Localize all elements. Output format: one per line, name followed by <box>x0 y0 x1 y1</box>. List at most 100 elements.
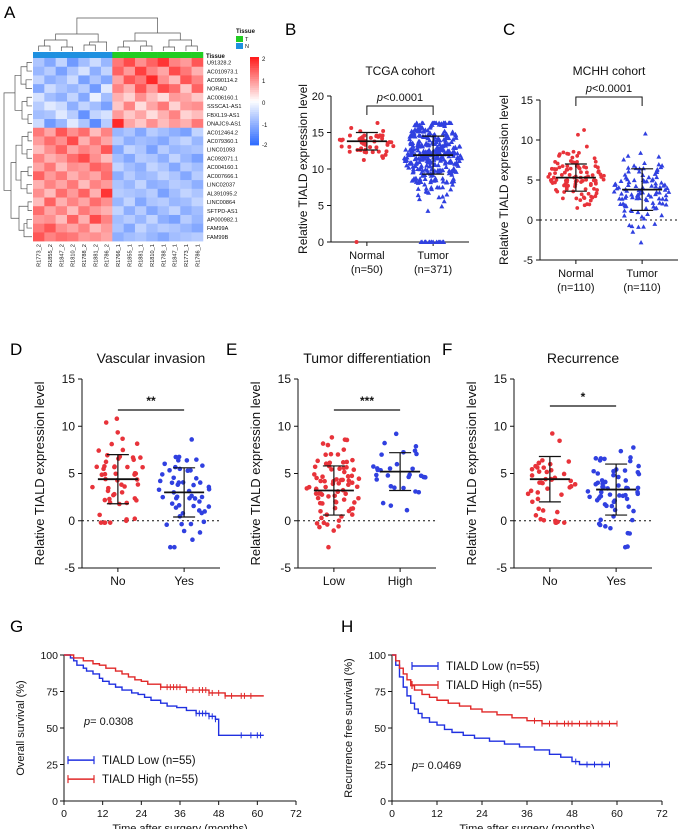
data-point <box>442 120 448 126</box>
heatmap-row-label: SSSCA1-AS1 <box>207 104 242 110</box>
heatmap-cell <box>89 101 102 111</box>
heatmap-cell <box>168 153 181 163</box>
data-point <box>570 155 575 160</box>
data-point <box>456 144 462 149</box>
data-point <box>593 181 598 186</box>
data-point <box>349 512 355 517</box>
heatmap-cell <box>146 162 158 172</box>
heatmap-cell <box>89 84 102 94</box>
data-point <box>436 185 442 190</box>
heatmap-cell <box>180 180 192 190</box>
data-point <box>626 222 632 228</box>
data-point <box>169 501 175 506</box>
x-tick-label: 48 <box>213 808 225 820</box>
y-tick-label: -5 <box>496 561 507 575</box>
data-point <box>176 454 182 460</box>
data-point <box>107 496 112 502</box>
data-point <box>329 467 334 472</box>
data-point <box>442 160 448 166</box>
data-point <box>423 149 429 154</box>
data-point <box>649 178 655 183</box>
heatmap-cell <box>66 119 79 129</box>
heatmap-cell <box>191 171 204 181</box>
color-scale-step <box>250 68 259 71</box>
heatmap-cell <box>146 75 158 85</box>
heatmap-cell <box>78 162 90 172</box>
heatmap-row-label: SFTPD-AS1 <box>207 209 238 215</box>
heatmap-cell <box>33 136 45 146</box>
data-point <box>587 494 592 500</box>
color-scale-step <box>250 87 259 91</box>
data-point <box>173 505 179 510</box>
survival-curve <box>64 654 264 697</box>
data-point <box>636 463 641 469</box>
scatter-panel-f: -5 0 5 10 15 Recurrence Relative TIALD express… <box>464 350 652 588</box>
data-point <box>452 145 458 151</box>
heatmap-cell <box>44 197 56 207</box>
heatmap-cell <box>123 84 136 94</box>
color-scale-step <box>250 127 259 130</box>
data-point <box>435 155 441 161</box>
data-point <box>197 530 203 535</box>
data-point <box>320 441 326 446</box>
data-point <box>627 458 633 464</box>
y-tick-label: 0 <box>68 514 75 528</box>
heatmap-row-label: AC012464.2 <box>207 130 238 136</box>
data-point <box>440 194 446 199</box>
heatmap-cell <box>123 153 136 163</box>
tissue-annotation-cell <box>146 52 158 58</box>
data-point <box>340 460 346 465</box>
data-point <box>423 186 429 191</box>
heatmap-col-label: R1881_1 <box>139 244 145 267</box>
data-point <box>617 493 622 498</box>
x-tick-label: 24 <box>135 808 147 820</box>
data-point <box>191 482 196 488</box>
heatmap-cell <box>191 214 204 224</box>
data-point <box>611 472 616 478</box>
heatmap-cell <box>168 84 181 94</box>
data-point <box>304 486 310 491</box>
heatmap-cell <box>191 58 204 68</box>
data-point <box>347 133 352 138</box>
heatmap-cell <box>33 92 45 102</box>
data-point <box>454 159 460 165</box>
x-tick-label: 36 <box>174 808 186 820</box>
heatmap-cell <box>33 171 45 181</box>
heatmap-cell <box>146 101 158 111</box>
data-point <box>623 492 628 498</box>
heatmap-cell <box>168 171 181 181</box>
data-point <box>611 468 616 474</box>
data-point <box>437 167 443 173</box>
tissue-annotation-cell <box>89 52 102 58</box>
data-point <box>444 179 450 185</box>
heatmap-cell <box>180 75 192 85</box>
color-scale-tick: -1 <box>262 123 268 129</box>
heatmap-cell <box>123 101 136 111</box>
heatmap-cell <box>89 58 102 68</box>
color-scale-step <box>250 59 259 62</box>
heatmap-cell <box>123 145 136 155</box>
data-point <box>415 186 421 191</box>
heatmap-cell <box>146 66 158 76</box>
data-point <box>336 518 342 523</box>
data-point <box>646 174 652 180</box>
data-point <box>618 448 624 454</box>
data-point <box>172 544 177 550</box>
heatmap-cell <box>157 84 170 94</box>
data-point <box>417 166 423 172</box>
heatmap-cell <box>123 188 136 198</box>
heatmap-cell <box>180 136 192 146</box>
heatmap-cell <box>66 214 79 224</box>
data-point <box>626 504 632 509</box>
heatmap-cell <box>123 206 136 216</box>
data-point <box>568 484 574 489</box>
data-point <box>415 142 421 148</box>
heatmap-cell <box>55 223 68 233</box>
heatmap-col-label: R1773_2 <box>37 244 43 267</box>
color-scale-step <box>250 131 259 135</box>
data-point <box>453 132 459 138</box>
data-point <box>601 177 606 182</box>
data-point <box>427 163 433 168</box>
data-point <box>419 157 425 162</box>
heatmap-cell <box>112 162 124 172</box>
